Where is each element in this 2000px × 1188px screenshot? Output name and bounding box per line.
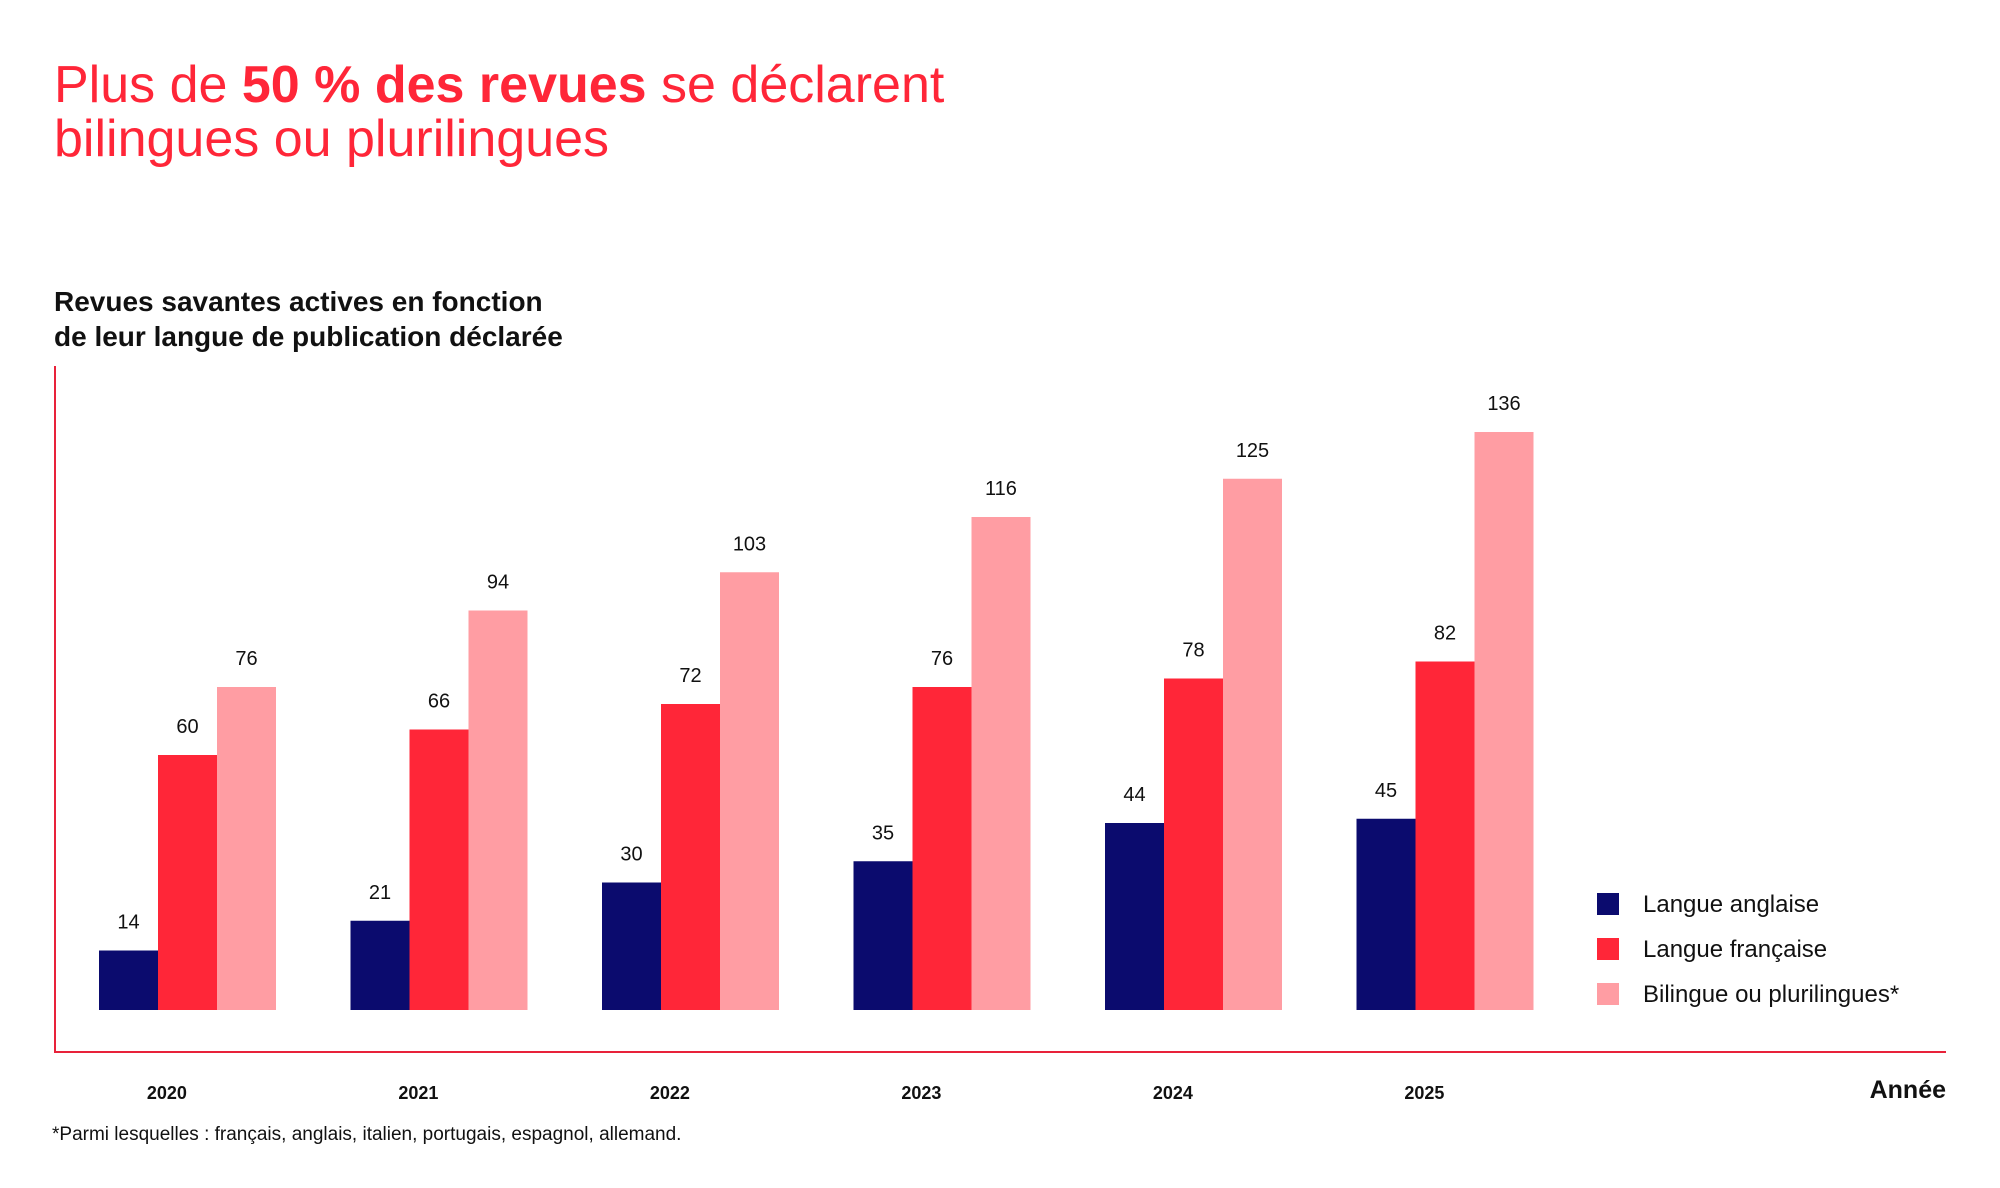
footnote: *Parmi lesquelles : français, anglais, i… [52, 1124, 682, 1145]
data-label-2023-series-3: 116 [985, 478, 1017, 500]
x-tick-label-2024: 2024 [1153, 1083, 1193, 1103]
data-label-2021-series-2: 66 [428, 691, 450, 713]
x-tick-label-2023: 2023 [901, 1083, 941, 1103]
data-label-2024-series-1: 44 [1123, 784, 1145, 806]
legend-label-3: Bilingue ou plurilingues* [1643, 981, 1899, 1008]
legend-label-2: Langue française [1643, 936, 1827, 963]
x-tick-label-2022: 2022 [650, 1083, 690, 1103]
bar-2022-series-2 [661, 704, 720, 1010]
chart-title-line2: de leur langue de publication déclarée [54, 321, 563, 352]
bar-2024-series-3 [1223, 478, 1282, 1010]
headline: Plus de 50 % des revues se déclarent bili… [54, 58, 1454, 166]
data-label-2023-series-2: 76 [931, 648, 953, 670]
headline-emphasis: 50 % des revues [241, 56, 647, 114]
data-label-2025-series-3: 136 [1487, 393, 1520, 415]
bar-2022-series-3 [720, 572, 779, 1010]
headline-suffix: se déclarent [646, 56, 945, 114]
data-label-2024-series-2: 78 [1182, 640, 1204, 662]
bar-2021-series-1 [350, 920, 410, 1010]
data-label-2021-series-1: 21 [369, 882, 391, 904]
data-label-2022-series-1: 30 [620, 844, 642, 866]
bar-2025-series-1 [1356, 818, 1416, 1010]
x-axis-title: Année [1870, 1076, 1947, 1104]
bar-2021-series-2 [409, 729, 469, 1010]
chart-title: Revues savantes actives en fonction de le… [54, 284, 954, 354]
legend-swatch-1 [1597, 893, 1619, 915]
bar-2024-series-2 [1164, 678, 1223, 1010]
legend-label-1: Langue anglaise [1643, 891, 1819, 918]
bar-2024-series-1 [1105, 823, 1164, 1010]
bar-2023-series-1 [853, 861, 913, 1010]
bar-2020-series-2 [158, 755, 217, 1010]
bar-2025-series-2 [1415, 661, 1475, 1010]
bar-2020-series-1 [99, 950, 158, 1010]
data-label-2021-series-3: 94 [487, 572, 509, 594]
bar-2023-series-3 [971, 517, 1031, 1010]
legend-swatch-2 [1597, 938, 1619, 960]
bar-2023-series-2 [912, 687, 972, 1010]
bar-2021-series-3 [468, 610, 528, 1010]
data-label-2024-series-3: 125 [1236, 440, 1269, 462]
x-tick-label-2021: 2021 [398, 1083, 438, 1103]
data-label-2025-series-2: 82 [1434, 623, 1456, 645]
data-label-2022-series-2: 72 [679, 665, 701, 687]
data-label-2023-series-1: 35 [872, 822, 894, 844]
legend-swatch-3 [1597, 983, 1619, 1005]
bar-2020-series-3 [217, 687, 276, 1010]
bar-2025-series-3 [1474, 432, 1534, 1010]
x-tick-label-2020: 2020 [147, 1083, 187, 1103]
chart-title-line1: Revues savantes actives en fonction [54, 286, 543, 317]
headline-line2: bilingues ou plurilingues [54, 110, 610, 168]
data-label-2020-series-2: 60 [176, 716, 198, 738]
headline-prefix: Plus de [54, 56, 242, 114]
data-label-2025-series-1: 45 [1375, 780, 1397, 802]
data-label-2020-series-1: 14 [117, 912, 139, 934]
bar-2022-series-1 [602, 882, 661, 1010]
data-label-2022-series-3: 103 [733, 533, 766, 555]
x-tick-label-2025: 2025 [1404, 1083, 1444, 1103]
data-label-2020-series-3: 76 [235, 648, 257, 670]
